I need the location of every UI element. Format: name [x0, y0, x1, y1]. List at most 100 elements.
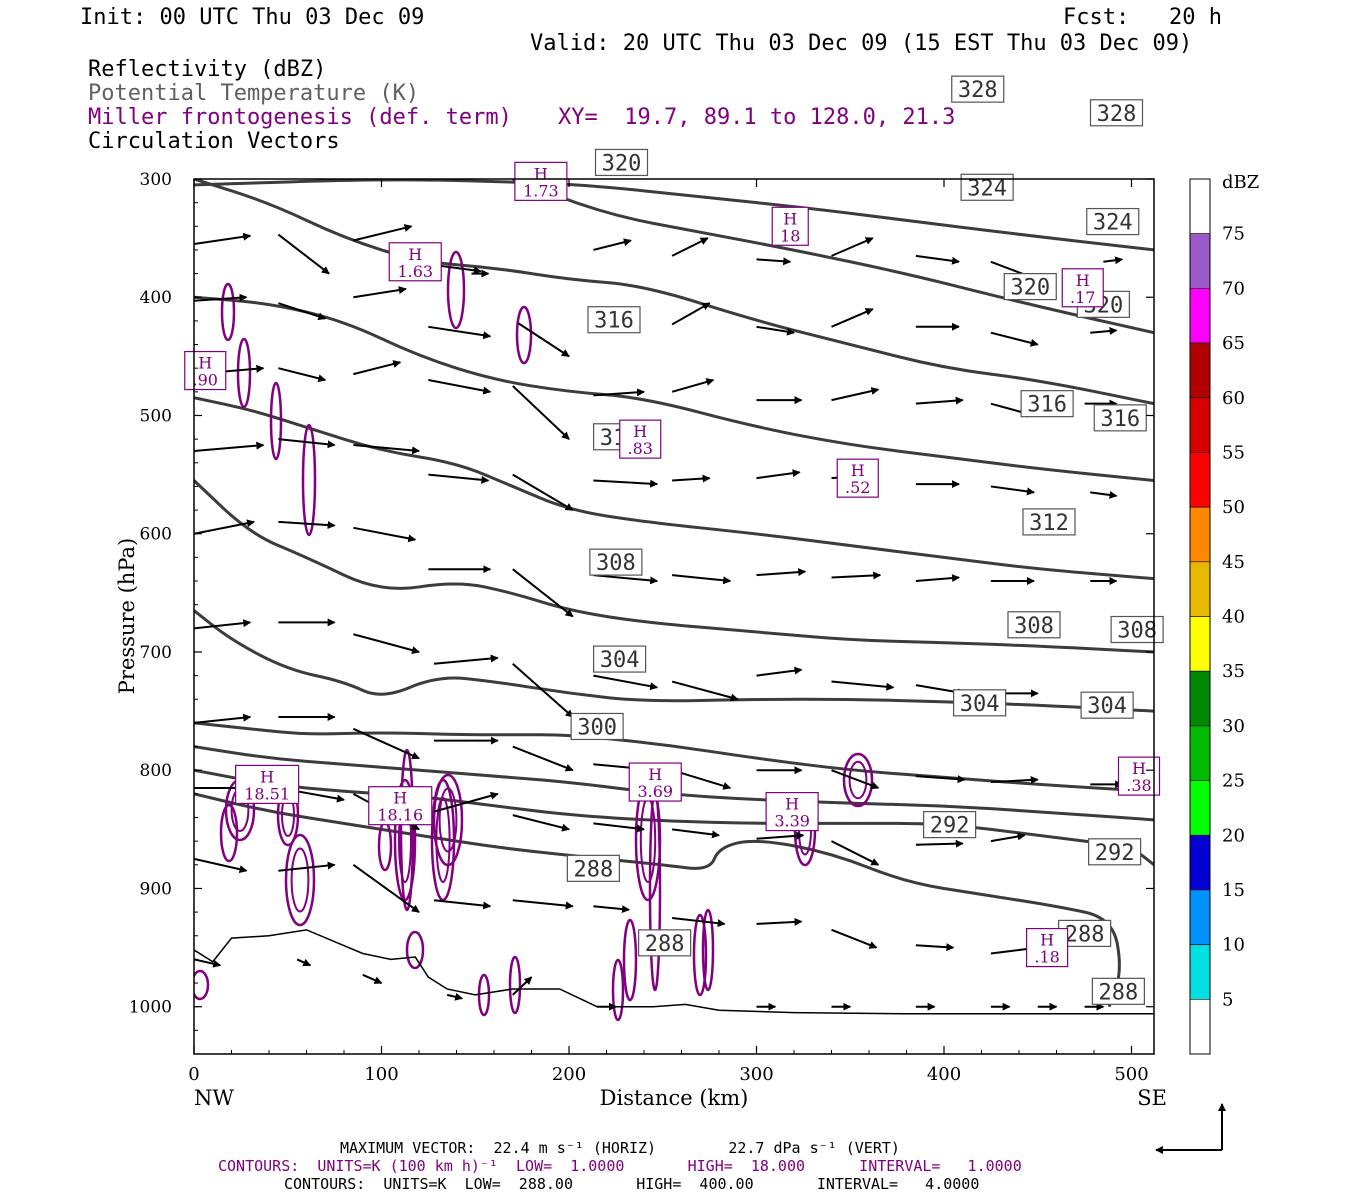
circulation-vector [353, 360, 402, 376]
fronto-max-box [765, 792, 819, 832]
fronto-contour [399, 748, 415, 912]
x-tick-label: 400 [927, 1064, 961, 1085]
fronto-contour [220, 282, 236, 342]
colorbar-segment [1189, 342, 1211, 399]
theta-label: 308 [1014, 614, 1054, 639]
circulation-vector [1090, 326, 1118, 335]
colorbar-label: 75 [1222, 224, 1245, 245]
fronto-max-h: H [851, 461, 865, 480]
theta-label-box [951, 75, 1005, 103]
theta-label: 304 [960, 692, 1000, 717]
colorbar-frame [1189, 178, 1211, 1055]
theta-label: 320 [602, 151, 642, 176]
colorbar-segment [1189, 834, 1211, 891]
fronto-contour [611, 958, 625, 1022]
theta-label-box [1022, 508, 1076, 536]
circulation-vector [915, 396, 964, 405]
colorbar-label: 55 [1222, 442, 1245, 463]
theta-contour-292 [194, 768, 1154, 866]
x-end-label-nw: NW [194, 1086, 234, 1110]
theta-label-box [594, 148, 649, 177]
circulation-vector [194, 713, 252, 724]
colorbar-label: 70 [1222, 278, 1245, 299]
theta-label-box [1091, 977, 1145, 1005]
circulation-vector [671, 237, 709, 257]
circulation-vector [593, 388, 645, 397]
colorbar-label: 25 [1222, 771, 1245, 792]
circulation-vector [672, 917, 726, 928]
fronto-contour [405, 930, 425, 970]
colorbar-label: 10 [1222, 935, 1245, 956]
circulation-vector [362, 973, 383, 984]
theta-label: 316 [1100, 407, 1140, 432]
colorbar: dBZ 75 70 65 60 55 50 45 40 35 30 25 20 15 10 5 [1189, 172, 1259, 1055]
fronto-contour-inner [438, 787, 458, 853]
y-tick-label: 400 [140, 288, 172, 308]
terrain-line [193, 929, 1154, 1015]
theta-contour-304 [194, 609, 1154, 713]
circulation-vector [756, 469, 801, 480]
fronto-max-box [388, 242, 442, 282]
circulation-vector [990, 485, 1035, 496]
circulation-vector [990, 331, 1039, 347]
theta-label: 320 [1010, 276, 1050, 301]
colorbar-segment [1189, 780, 1211, 836]
fronto-contour [219, 803, 239, 863]
colorbar-label: 30 [1222, 716, 1245, 737]
y-tick-label: 600 [140, 525, 172, 545]
circulation-vector [512, 568, 574, 618]
forecast-hour: Fcst: 20 h [1063, 5, 1222, 30]
colorbar-segment [1189, 233, 1211, 289]
fronto-max-h: H [785, 795, 799, 814]
theta-contour-288 [194, 792, 1121, 1008]
terrain-profile [193, 929, 1154, 1015]
circulation-vector [671, 302, 711, 326]
fronto-max-h: H [260, 767, 274, 786]
circulation-vector [428, 379, 492, 395]
circulation-vector [512, 976, 533, 996]
fronto-max-box [836, 458, 879, 498]
theta-label-box [1088, 838, 1142, 866]
x-axis-label: Distance (km) [600, 1086, 749, 1110]
circulation-vector [671, 828, 720, 839]
circulation-vector [593, 574, 659, 585]
circulation-vector [353, 286, 407, 299]
circulation-vector [672, 474, 711, 483]
fronto-max-value: 1.73 [523, 181, 559, 200]
colorbar-label: 45 [1222, 552, 1245, 573]
x-end-label-se: SE [1137, 1086, 1167, 1110]
reference-vector-icon [1155, 1103, 1226, 1154]
fronto-max-box [514, 161, 568, 201]
circulation-vector [446, 992, 464, 1001]
theta-label: 300 [577, 715, 617, 740]
circulation-vector [278, 520, 336, 530]
fronto-contour [284, 833, 316, 927]
circulation-vector [353, 633, 420, 655]
theta-contours [194, 179, 1154, 1008]
fronto-max-box [368, 786, 433, 826]
circulation-vector [831, 680, 895, 691]
circulation-vector [352, 727, 420, 760]
circulation-vector [756, 325, 795, 336]
theta-label: 328 [1097, 102, 1137, 127]
colorbar-segment [1189, 725, 1211, 781]
circulation-vector [915, 574, 960, 583]
theta-label: 304 [600, 648, 640, 673]
theta-label-box [953, 689, 1007, 717]
fronto-contour [692, 913, 708, 997]
circulation-vector [428, 325, 492, 340]
theta-label: 316 [594, 309, 634, 334]
theta-label: 288 [645, 932, 685, 957]
circulation-vector [428, 473, 490, 484]
fronto-max-value: .38 [1126, 776, 1151, 795]
fronto-max-h: H [393, 789, 407, 808]
circulation-vector [756, 917, 803, 926]
colorbar-title: dBZ [1222, 172, 1259, 193]
colorbar-segment [1189, 178, 1211, 234]
theta-label-box [566, 854, 620, 882]
fronto-contour [236, 337, 252, 409]
fronto-max-value: .83 [628, 439, 653, 458]
fronto-contour [477, 973, 491, 1017]
circulation-vector [517, 322, 570, 358]
